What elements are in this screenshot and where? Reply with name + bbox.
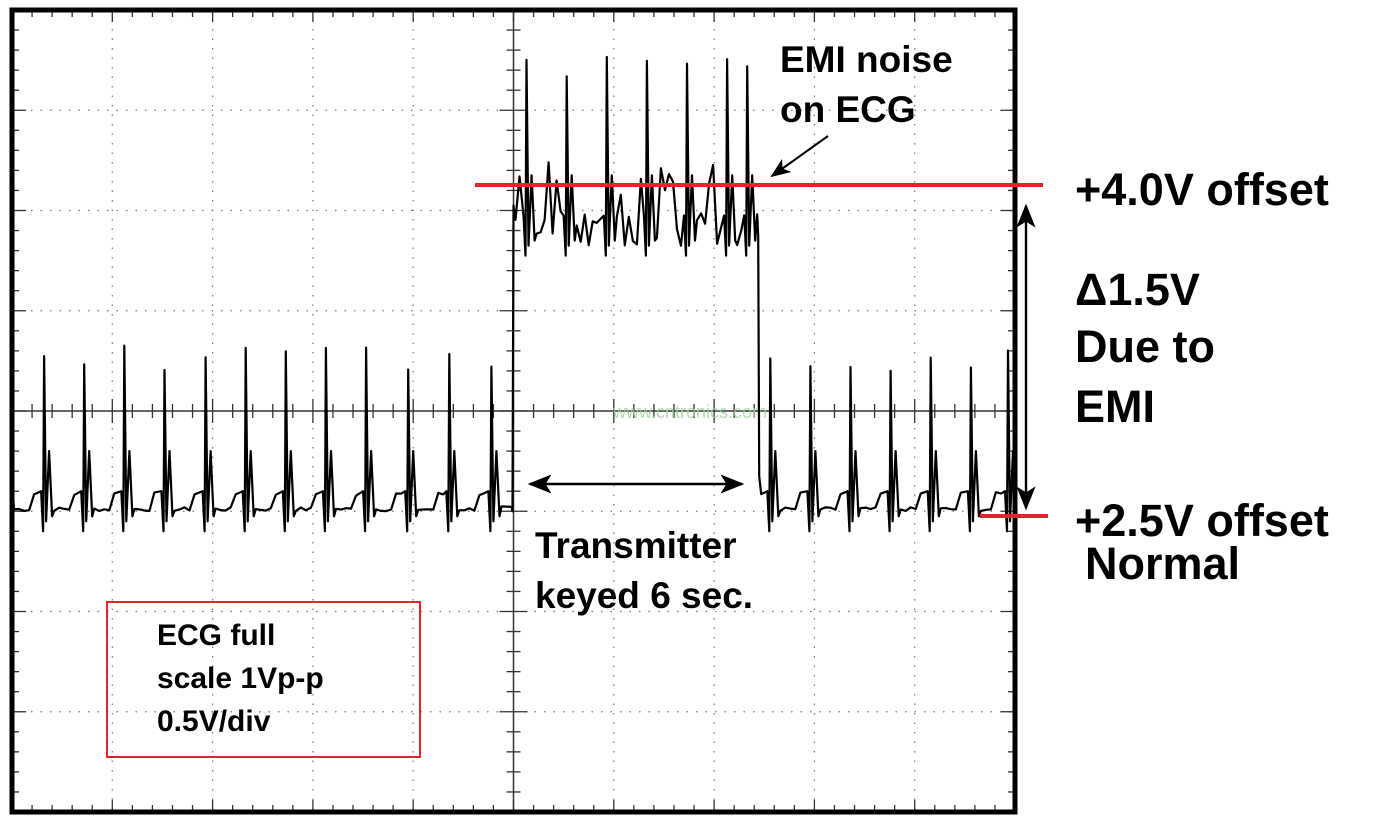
frame-border [9, 7, 1018, 815]
scale-box-line3: 0.5V/div [157, 705, 271, 738]
emi-label-line2: on ECG [780, 89, 916, 130]
ecg-trace [10, 55, 1018, 533]
emi-label-line1: EMI noise [780, 39, 953, 80]
scale-box-line2: scale 1Vp-p [157, 662, 324, 695]
transmitter-label-line2: keyed 6 sec. [535, 575, 753, 616]
emi-pointer-arrow [770, 135, 829, 178]
emi-cause-label: EMI [1075, 381, 1155, 432]
offset-low-label: +2.5V offset [1075, 495, 1329, 546]
ecg-scale-box [106, 601, 421, 758]
offset-high-label: +4.0V offset [1075, 164, 1329, 215]
scale-box-line1: ECG full [157, 619, 275, 652]
normal-label: Normal [1085, 538, 1240, 589]
due-to-label: Due to [1075, 321, 1215, 372]
delta-label: Δ1.5V [1075, 264, 1200, 315]
watermark: www.cntronics.com [612, 402, 767, 422]
transmitter-label-line1: Transmitter [535, 525, 737, 566]
